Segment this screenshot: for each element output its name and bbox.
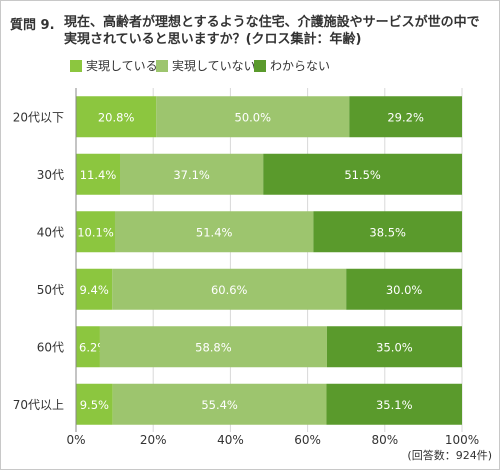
data-label: 11.4%	[80, 168, 117, 182]
category-label: 60代	[37, 340, 64, 354]
bar-segment	[99, 326, 327, 368]
question-number: 質問 9.	[10, 18, 55, 33]
legend-label-unknown: わからない	[270, 59, 331, 73]
bar-segment	[114, 211, 314, 253]
bar-segment	[326, 383, 462, 425]
x-tick-label: 60%	[294, 433, 321, 447]
category-label: 30代	[37, 168, 64, 182]
bar-segment	[76, 383, 113, 425]
bar-segment	[76, 268, 113, 310]
data-label: 51.4%	[196, 225, 233, 239]
data-label: 55.4%	[201, 398, 238, 412]
bar-segment	[76, 96, 157, 138]
bar-segment	[346, 268, 462, 310]
bar-segment	[76, 326, 100, 368]
bar-segment	[349, 96, 462, 138]
bar-segment	[326, 326, 462, 368]
legend-swatch-not-realized	[156, 60, 168, 72]
data-label: 37.1%	[173, 168, 210, 182]
data-label: 35.0%	[376, 340, 413, 354]
data-label: 58.8%	[195, 340, 232, 354]
bar-segment	[112, 383, 327, 425]
x-tick-label: 40%	[217, 433, 244, 447]
legend-label-realized: 実現している	[86, 59, 158, 73]
category-label: 50代	[37, 283, 64, 297]
x-tick-label: 80%	[371, 433, 398, 447]
data-label: 10.1%	[77, 225, 114, 239]
data-label: 29.2%	[387, 110, 424, 124]
data-label: 9.5%	[80, 398, 109, 412]
bar-segment	[76, 211, 115, 253]
category-label: 20代以下	[13, 110, 64, 124]
x-tick-label: 0%	[66, 433, 85, 447]
x-tick-label: 20%	[140, 433, 167, 447]
legend-swatch-realized	[70, 60, 82, 72]
legend-label-not-realized: 実現していない	[172, 59, 256, 73]
question-text: 現在、高齢者が理想とするような住宅、介護施設やサービスが世の中で実現されていると…	[64, 15, 480, 47]
data-label: 30.0%	[386, 283, 423, 297]
data-label: 20.8%	[98, 110, 135, 124]
bar-segment	[156, 96, 350, 138]
bar-segment	[76, 153, 121, 195]
bar-segment	[120, 153, 264, 195]
legend-swatch-unknown	[254, 60, 266, 72]
data-label: 35.1%	[376, 398, 413, 412]
category-label: 40代	[37, 225, 64, 239]
category-label: 70代以上	[13, 398, 64, 412]
response-count-note: (回答数：924件)	[407, 449, 492, 462]
bar-segment	[263, 153, 462, 195]
bar-segment	[313, 211, 462, 253]
data-label: 50.0%	[235, 110, 272, 124]
x-tick-label: 100%	[445, 433, 479, 447]
data-label: 60.6%	[211, 283, 248, 297]
data-label: 38.5%	[369, 225, 406, 239]
data-label: 51.5%	[344, 168, 381, 182]
bar-segment	[112, 268, 347, 310]
data-label: 9.4%	[80, 283, 109, 297]
